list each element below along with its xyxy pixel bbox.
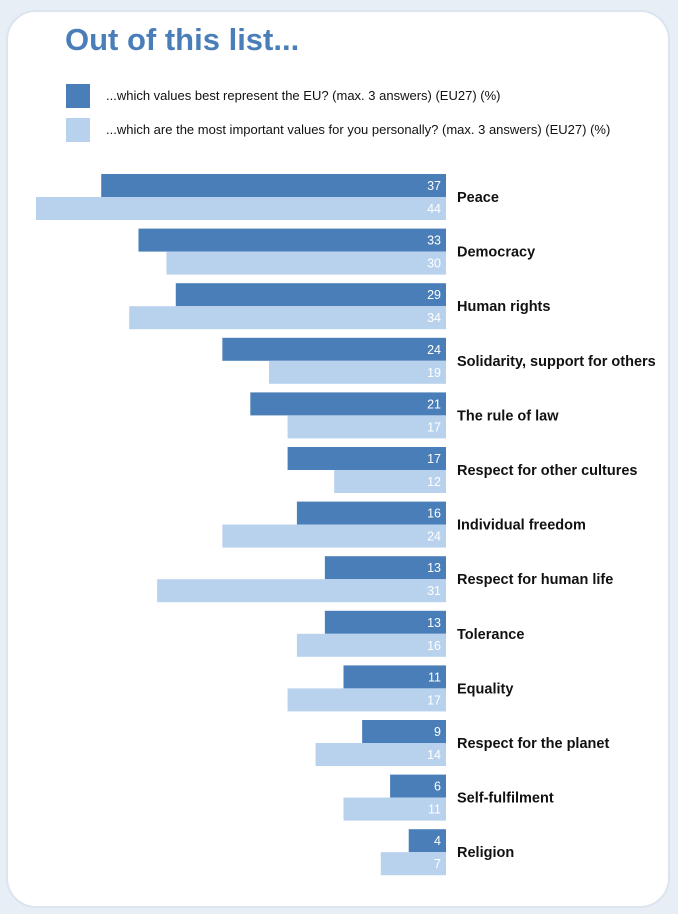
value-label-personal: 31 (427, 584, 441, 598)
bar-personal (129, 306, 446, 330)
value-label-eu: 21 (427, 397, 441, 411)
bar-eu (324, 556, 446, 580)
bar-personal (334, 470, 446, 493)
value-label-personal: 12 (427, 475, 441, 489)
category-label: Democracy (457, 245, 535, 261)
bar-eu (296, 501, 446, 525)
category-label: Solidarity, support for others (457, 354, 656, 370)
category-label: Equality (457, 681, 513, 697)
bar-personal (157, 579, 447, 603)
value-label-eu: 24 (427, 343, 441, 357)
category-label: Self-fulfilment (457, 791, 554, 807)
value-label-personal: 19 (427, 366, 441, 380)
bar-eu (222, 337, 446, 361)
value-label-eu: 29 (427, 288, 441, 302)
category-label: Respect for human life (457, 572, 613, 588)
bar-personal (315, 743, 446, 766)
bar-personal (287, 688, 446, 712)
bar-eu (362, 720, 446, 743)
value-label-eu: 13 (427, 561, 441, 575)
bar-eu (343, 665, 446, 689)
bar-personal (296, 633, 446, 657)
category-label: Respect for the planet (457, 736, 609, 752)
bar-eu (138, 228, 446, 252)
value-label-personal: 14 (427, 748, 441, 762)
value-label-personal: 7 (434, 857, 441, 871)
legend-swatch-personal (66, 118, 90, 142)
bar-eu (101, 174, 447, 197)
bar-personal (380, 852, 446, 876)
bar-eu (250, 392, 446, 416)
value-label-eu: 16 (427, 507, 441, 521)
category-label: Tolerance (457, 627, 524, 643)
bar-personal (166, 251, 447, 275)
value-label-eu: 4 (434, 834, 441, 848)
value-label-personal: 16 (427, 639, 441, 653)
value-label-eu: 13 (427, 616, 441, 630)
legend-label-eu: ...which values best represent the EU? (… (106, 88, 501, 103)
value-label-eu: 37 (427, 179, 441, 193)
value-label-personal: 34 (427, 311, 441, 325)
value-label-eu: 9 (434, 725, 441, 739)
value-label-personal: 11 (428, 803, 441, 817)
value-label-eu: 6 (434, 780, 441, 794)
category-label: Religion (457, 845, 514, 861)
bar-personal (222, 524, 446, 548)
bar-personal (268, 360, 446, 384)
value-label-personal: 24 (427, 530, 441, 544)
bar-personal (36, 197, 446, 220)
value-label-personal: 30 (427, 257, 441, 271)
value-label-eu: 17 (427, 452, 441, 466)
category-label: Human rights (457, 299, 550, 315)
bar-personal (287, 415, 446, 439)
bar-eu (390, 774, 446, 798)
category-label: Individual freedom (457, 518, 586, 534)
bar-eu (175, 283, 447, 307)
bar-eu (287, 447, 446, 470)
value-label-personal: 17 (427, 420, 441, 434)
legend-label-personal: ...which are the most important values f… (106, 122, 611, 137)
value-label-eu: 33 (427, 234, 441, 248)
chart-title: Out of this list... (65, 22, 300, 57)
value-label-personal: 17 (427, 693, 441, 707)
bar-eu (408, 829, 446, 853)
bar-personal (343, 797, 446, 821)
value-label-eu: 11 (428, 670, 441, 684)
category-label: Peace (457, 190, 499, 206)
legend-swatch-eu (66, 84, 90, 108)
bar-eu (324, 610, 446, 634)
value-label-personal: 44 (427, 202, 441, 216)
category-label: The rule of law (457, 408, 559, 424)
category-label: Respect for other cultures (457, 463, 638, 479)
